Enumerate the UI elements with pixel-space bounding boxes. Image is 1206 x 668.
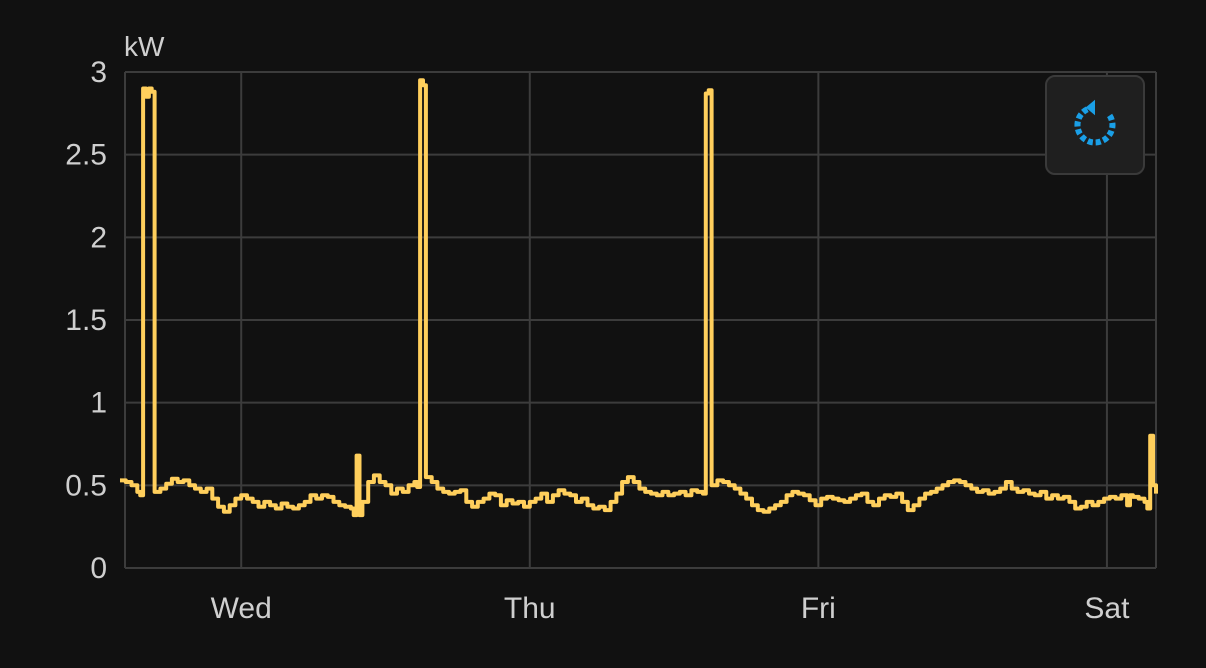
grid [124,71,1157,569]
y-axis-unit-label: kW [124,31,165,62]
x-axis-ticks: Wed Thu Fri Sat [211,592,1130,625]
y-tick-label: 1.5 [65,304,107,337]
reset-zoom-icon [1074,99,1116,146]
y-tick-label: 1 [90,387,107,420]
y-tick-label: 0 [90,552,107,585]
reset-zoom-button[interactable] [1045,75,1145,175]
y-axis-ticks: 0 0.5 1 1.5 2 2.5 3 [65,56,107,585]
x-tick-label: Fri [801,592,836,625]
x-tick-label: Wed [211,592,272,625]
y-tick-label: 2 [90,221,107,254]
x-tick-label: Thu [504,592,556,625]
series [120,78,1158,518]
y-tick-label: 2.5 [65,139,107,172]
x-tick-label: Sat [1084,592,1130,625]
y-tick-label: 0.5 [65,469,107,502]
series-line [120,78,1158,518]
y-tick-label: 3 [90,56,107,89]
